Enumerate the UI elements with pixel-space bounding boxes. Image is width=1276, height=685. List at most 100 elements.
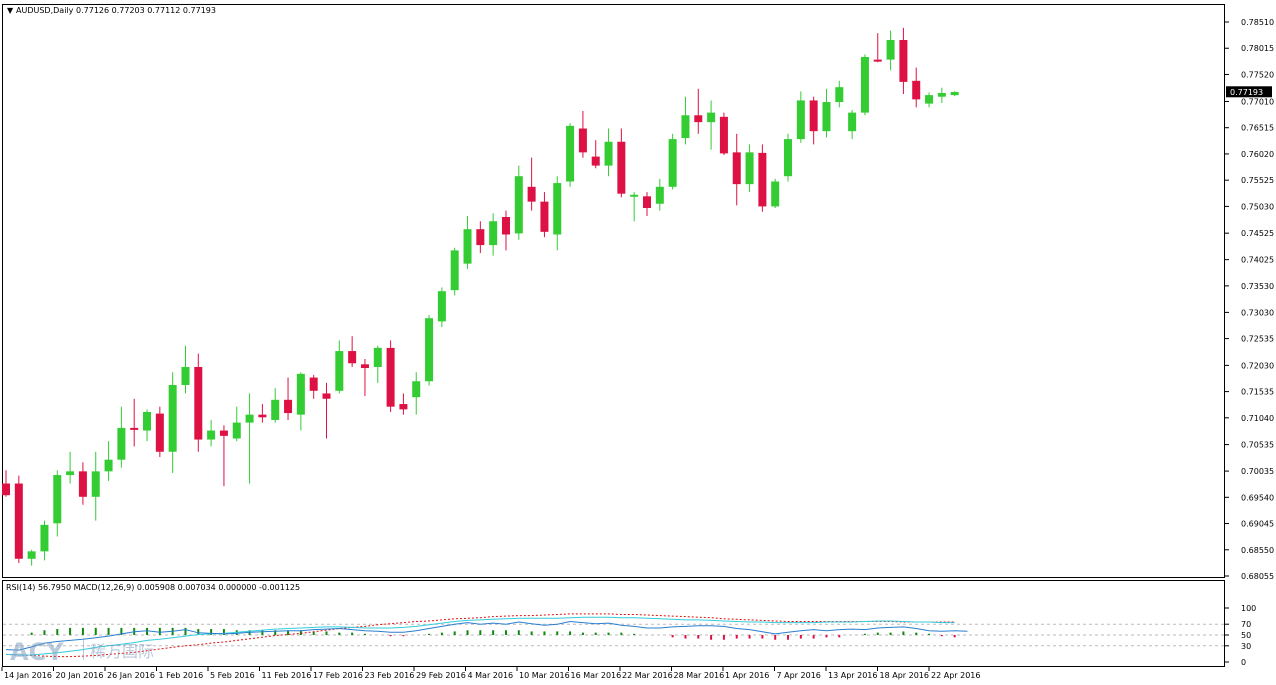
candle-body [386,347,395,407]
price-axis-label: 0.75030 [1241,202,1274,211]
price-axis-label: 0.69540 [1241,493,1274,502]
candle-body [130,427,139,430]
candle-body [937,93,946,97]
price-axis-label: 0.75525 [1241,176,1274,185]
candle-body [437,291,446,322]
candle-body [796,100,805,140]
price-axis: 0.78510 0.78015 0.77520 0.77010 0.76515 0.760… [1225,18,1274,581]
price-axis-label: 0.76020 [1241,150,1274,159]
price-axis-label: 0.68550 [1241,546,1274,555]
candle-body [309,377,318,391]
date-axis: 14 Jan 2016 20 Jan 2016 26 Jan 2016 1 Feb 2… [1,667,980,680]
candle-body [143,411,152,431]
candle-body [566,125,575,182]
candle-body [232,422,241,439]
indicator-header: RSI(14) 56.7950 MACD(12,26,9) 0.005908 0… [6,583,300,592]
candle-body [809,100,818,132]
indicator-axis-label: 50 [1241,631,1251,640]
candle-body [489,221,498,246]
candle-body [322,393,331,399]
candle-body [476,229,485,246]
current-price-tag: 0.77193 [1226,86,1272,98]
candle-body [655,186,664,204]
candle-body [873,59,882,62]
candle-body [155,413,164,452]
price-axis-label: 0.73030 [1241,308,1274,317]
indicator-axis-label: 100 [1241,604,1256,613]
candle-body [822,102,831,132]
candle-body [425,318,434,382]
candle-body [578,128,587,153]
candle-body [899,40,908,82]
macd-histogram [30,627,956,640]
candle-body [848,112,857,132]
watermark-acy: ACY [10,638,64,666]
price-axis-label: 0.72535 [1241,335,1274,344]
price-axis-label: 0.73530 [1241,282,1274,291]
date-axis-label: 1 Apr 2016 [725,671,769,680]
indicator-axis-label: 30 [1241,642,1251,651]
price-axis-label: 0.74525 [1241,229,1274,238]
indicator-axis: 100 70 50 30 0 [1225,604,1256,667]
candle-body [91,471,100,497]
candle-body [707,112,716,123]
candle-body [527,186,536,202]
candle-body [14,483,23,559]
price-axis-label: 0.77010 [1241,97,1274,106]
candle-body [950,91,959,96]
candle-body [2,483,10,496]
price-axis-label: 0.72030 [1241,361,1274,370]
candle-body [553,183,562,235]
candle-body [745,152,754,185]
price-axis-label: 0.69045 [1241,520,1274,529]
candle-body [348,351,357,364]
candle-body [271,399,280,420]
date-axis-label: 14 Jan 2016 [4,671,52,680]
date-axis-label: 7 Apr 2016 [777,671,821,680]
candle-body [27,551,36,559]
price-axis-label: 0.68055 [1241,572,1274,581]
dropdown-arrow-icon[interactable]: ▼ [7,6,14,15]
price-axis-label: 0.71535 [1241,388,1274,397]
price-axis-label: 0.71040 [1241,414,1274,423]
date-axis-label: 4 Mar 2016 [468,671,514,680]
candle-body [540,201,549,232]
main-chart-frame[interactable] [2,4,1225,578]
candle-body [284,399,293,414]
candle-body [860,56,869,113]
candle-body [207,430,216,440]
candle-body [117,427,126,460]
candle-body [771,181,780,207]
date-axis-label: 11 Feb 2016 [262,671,312,680]
date-axis-label: 16 Mar 2016 [571,671,622,680]
watermark-chinese: 稀万国际 [90,642,154,661]
candle-body [258,414,267,418]
candle-body [732,152,741,185]
candle-body [758,152,767,207]
candle-body [501,216,510,235]
candle-body [694,115,703,123]
candle-body [719,116,728,154]
candle-body [668,139,677,187]
symbol-label: AUDUSD,Daily [16,6,74,15]
date-axis-label: 22 Mar 2016 [622,671,673,680]
price-axis-label: 0.76515 [1241,124,1274,133]
date-axis-label: 26 Jan 2016 [107,671,155,680]
candle-body [181,366,190,385]
candle-body [53,475,62,524]
date-axis-label: 18 Apr 2016 [880,671,929,680]
indicator-axis-label: 0 [1241,658,1246,667]
date-axis-label: 28 Mar 2016 [674,671,725,680]
candle-body [168,384,177,452]
indicator-axis-label: 70 [1241,620,1251,629]
price-axis-label: 0.74025 [1241,256,1274,265]
candle-body [245,414,254,423]
date-axis-label: 29 Feb 2016 [416,671,466,680]
ohlc-values: 0.77126 0.77203 0.77112 0.77193 [76,6,216,15]
candle-body [66,471,75,476]
candle-body [514,176,523,234]
candle-body [450,250,459,291]
rsi-line [5,620,968,651]
candle-body [681,115,690,139]
